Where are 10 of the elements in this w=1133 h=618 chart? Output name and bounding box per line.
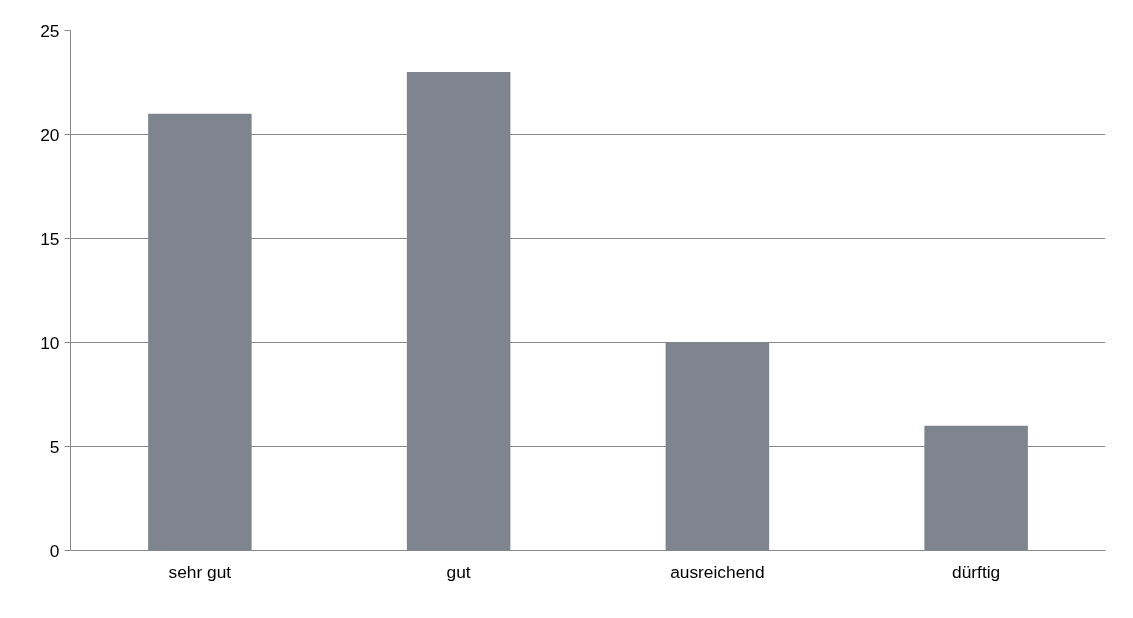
x-tick-label: ausreichend — [670, 561, 765, 582]
y-tick-label: 0 — [49, 540, 60, 561]
y-tick-label: 20 — [40, 124, 60, 145]
x-tick-label: sehr gut — [168, 561, 232, 582]
x-tick-label: dürftig — [952, 561, 1001, 582]
y-tick-label: 10 — [40, 332, 60, 353]
y-tick-label: 5 — [49, 436, 60, 457]
y-tick-label: 15 — [40, 228, 60, 249]
y-tick-label: 25 — [40, 20, 60, 41]
x-tick-label: gut — [446, 561, 471, 582]
